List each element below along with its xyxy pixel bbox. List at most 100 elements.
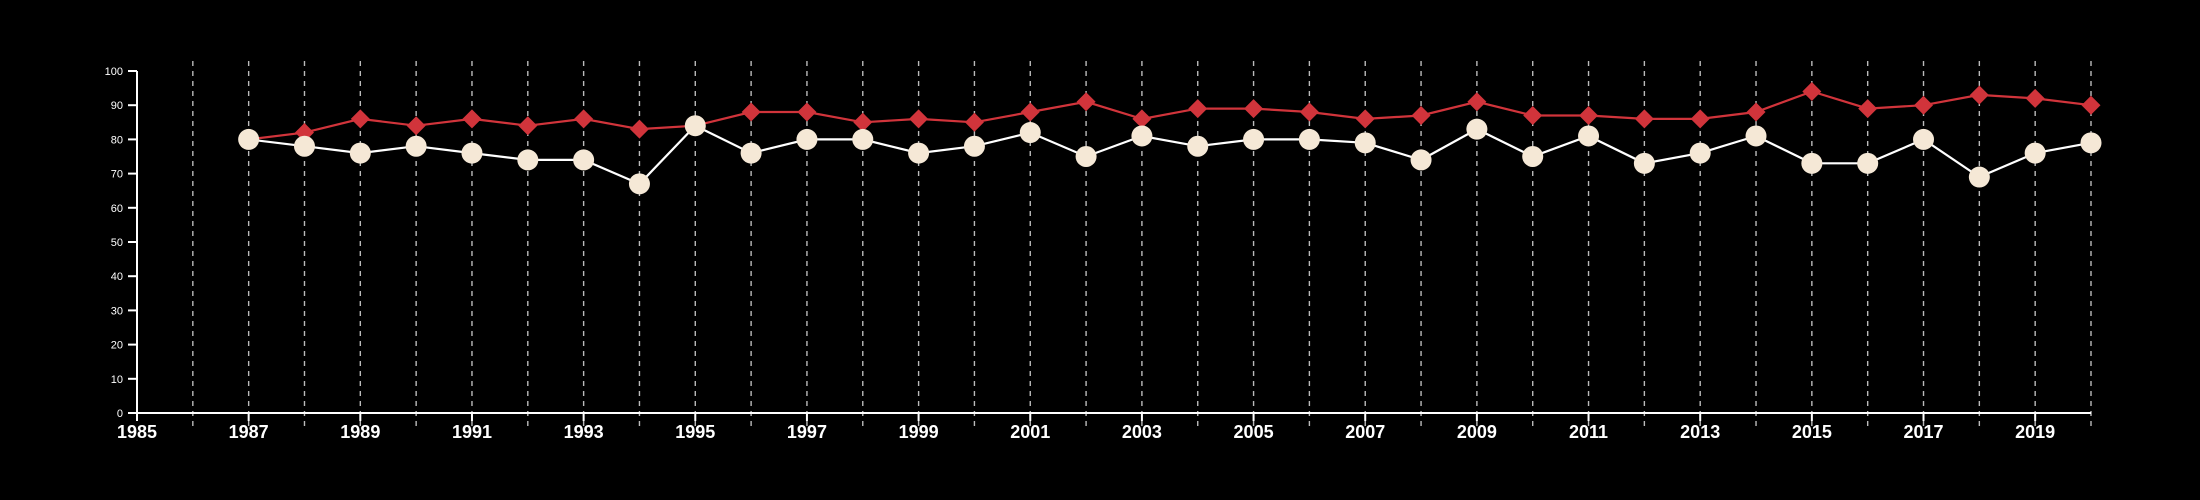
data-point-diamond [518,116,538,136]
series-2 [238,115,2102,195]
data-point-diamond [964,112,984,132]
y-tick-label: 0 [117,408,123,420]
x-tick-label: 2007 [1345,422,1385,442]
data-point-circle [628,173,650,195]
data-point-circle [1857,152,1879,174]
data-point-circle [1243,128,1265,150]
x-tick-label: 1997 [787,422,827,442]
data-point-circle [461,142,483,164]
chart-axes [136,71,2091,414]
data-point-diamond [1579,105,1599,125]
data-point-circle [1968,166,1990,188]
data-point-diamond [2081,95,2101,115]
data-point-diamond [1914,95,1934,115]
data-point-circle [1354,132,1376,154]
data-point-circle [2080,132,2102,154]
data-point-diamond [1523,105,1543,125]
y-tick-label: 70 [111,169,123,181]
data-point-diamond [1355,109,1375,129]
data-point-diamond [406,116,426,136]
data-point-diamond [1076,92,1096,112]
x-tick-label: 1987 [229,422,269,442]
data-point-circle [1633,152,1655,174]
data-point-circle [517,149,539,171]
x-axis-ticks: 1985 1987 1989 1991 1993 1995 1997 1999 2001 2003… [117,413,2055,442]
x-tick-label: 2005 [1234,422,1274,442]
data-point-diamond [1969,85,1989,105]
series-layer [238,82,2102,195]
data-point-circle [963,135,985,157]
data-point-diamond [1690,109,1710,129]
data-point-circle [1522,146,1544,167]
series-line [248,90,2092,141]
x-tick-label: 1991 [452,422,492,442]
x-tick-label: 2013 [1680,422,1720,442]
data-point-circle [1689,142,1711,164]
y-tick-label: 60 [111,203,123,215]
x-tick-label: 1999 [899,422,939,442]
data-point-circle [1913,128,1935,150]
series-line [248,124,2092,186]
data-point-diamond [1802,82,1822,102]
x-tick-label: 1995 [675,422,715,442]
data-point-diamond [1858,99,1878,119]
data-point-diamond [462,109,482,129]
x-tick-label: 2019 [2015,422,2055,442]
x-tick-label: 1985 [117,422,157,442]
y-tick-label: 30 [111,305,123,317]
data-point-circle [1298,128,1320,150]
y-tick-label: 100 [105,66,123,78]
data-point-circle [740,142,762,164]
series-1 [239,82,2101,149]
x-tick-label: 2017 [1903,422,1943,442]
data-point-diamond [629,119,649,139]
data-point-circle [573,149,595,171]
data-point-diamond [1132,109,1152,129]
y-tick-label: 80 [111,134,123,146]
data-point-circle [405,135,427,157]
data-point-diamond [1299,102,1319,122]
data-point-circle [349,142,371,164]
data-point-circle [908,142,930,164]
x-tick-label: 1989 [340,422,380,442]
data-point-circle [1745,125,1767,147]
data-point-diamond [2025,88,2045,108]
y-tick-label: 90 [111,100,123,112]
data-point-circle [293,135,315,157]
data-point-circle [238,128,260,150]
data-point-circle [1578,125,1600,147]
y-tick-label: 40 [111,271,123,283]
y-tick-label: 50 [111,237,123,249]
data-point-circle [1187,135,1209,157]
x-tick-label: 2003 [1122,422,1162,442]
data-point-circle [1075,146,1097,167]
data-point-diamond [1467,92,1487,112]
data-point-circle [1466,118,1488,140]
x-tick-label: 2015 [1792,422,1832,442]
data-point-diamond [1634,109,1654,129]
x-tick-label: 2009 [1457,422,1497,442]
y-tick-label: 20 [111,340,123,352]
data-point-circle [1131,125,1153,147]
data-point-diamond [797,102,817,122]
data-point-diamond [1188,99,1208,119]
y-tick-label: 10 [111,374,123,386]
data-point-circle [2024,142,2046,164]
x-tick-label: 2001 [1010,422,1050,442]
data-point-circle [1410,149,1432,171]
data-point-circle [852,128,874,150]
data-point-circle [1801,152,1823,174]
x-tick-label: 1993 [564,422,604,442]
data-point-diamond [1411,105,1431,125]
data-point-circle [1019,122,1041,144]
data-point-circle [684,115,706,137]
data-point-diamond [350,109,370,129]
data-point-diamond [574,109,594,129]
y-axis-ticks: 0 10 20 30 40 50 60 70 80 90 100 [105,66,137,420]
data-point-diamond [1746,102,1766,122]
data-point-diamond [1020,102,1040,122]
data-point-diamond [1244,99,1264,119]
data-point-circle [796,128,818,150]
data-point-diamond [741,102,761,122]
